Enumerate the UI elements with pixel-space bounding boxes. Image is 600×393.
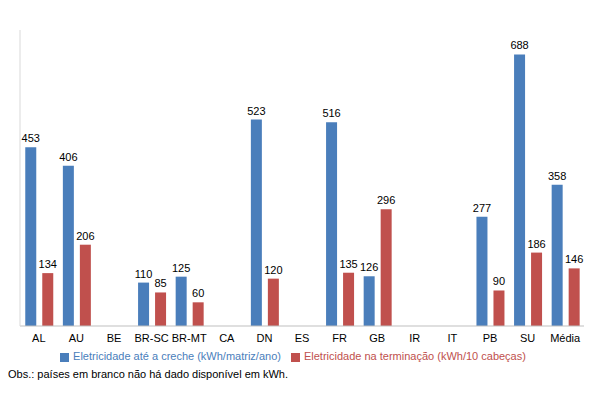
- svg-text:126: 126: [360, 261, 378, 273]
- svg-text:523: 523: [247, 105, 265, 117]
- svg-text:SU: SU: [520, 332, 535, 344]
- svg-text:186: 186: [527, 238, 545, 250]
- svg-text:125: 125: [172, 262, 190, 274]
- svg-text:120: 120: [264, 264, 282, 276]
- svg-text:BE: BE: [107, 332, 122, 344]
- svg-text:BR-SC: BR-SC: [134, 332, 168, 344]
- svg-text:60: 60: [192, 287, 204, 299]
- svg-text:BR-MT: BR-MT: [172, 332, 207, 344]
- svg-text:PB: PB: [483, 332, 498, 344]
- svg-text:134: 134: [39, 258, 57, 270]
- svg-text:110: 110: [135, 268, 153, 280]
- svg-text:Média: Média: [550, 332, 581, 344]
- svg-text:277: 277: [473, 202, 491, 214]
- svg-text:FR: FR: [332, 332, 347, 344]
- svg-text:DN: DN: [256, 332, 272, 344]
- html-text:Eletricidade na terminação (kW: Eletricidade na terminação (kWh/10 cabeç…: [304, 350, 526, 362]
- svg-text:358: 358: [548, 170, 566, 182]
- svg-text:GB: GB: [369, 332, 385, 344]
- svg-text:406: 406: [59, 151, 77, 163]
- html-text:Obs.: países em branco não há: Obs.: países em branco não há dado dispo…: [8, 368, 288, 380]
- svg-text:AU: AU: [69, 332, 84, 344]
- svg-text:688: 688: [510, 39, 528, 51]
- svg-text:516: 516: [322, 107, 340, 119]
- svg-text:AL: AL: [32, 332, 45, 344]
- svg-text:IT: IT: [448, 332, 458, 344]
- svg-text:85: 85: [154, 277, 166, 289]
- svg-text:90: 90: [493, 275, 505, 287]
- svg-text:296: 296: [377, 194, 395, 206]
- svg-text:206: 206: [76, 230, 94, 242]
- svg-text:453: 453: [22, 132, 40, 144]
- svg-text:CA: CA: [219, 332, 235, 344]
- svg-text:146: 146: [565, 253, 583, 265]
- svg-text:IR: IR: [409, 332, 420, 344]
- svg-text:135: 135: [339, 258, 357, 270]
- html-text:Eletricidade até a creche (kWh: Eletricidade até a creche (kWh/matriz/an…: [73, 350, 281, 362]
- svg-text:ES: ES: [295, 332, 310, 344]
